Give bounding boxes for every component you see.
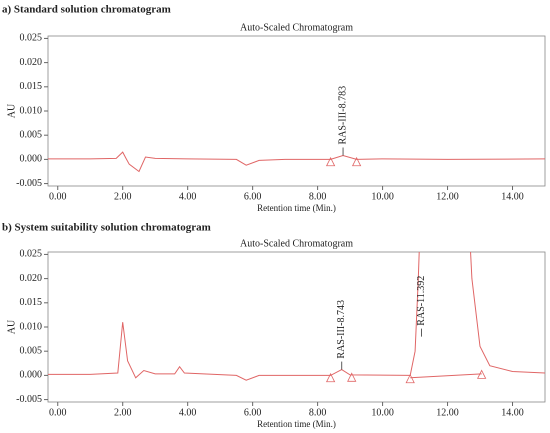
plot-frame [47,35,546,187]
plot-area [48,252,545,381]
trace-line [48,252,545,381]
x-tick-label: 10.00 [371,407,394,418]
x-tick-label: 8.00 [309,191,327,202]
chart-subtitle: Auto-Scaled Chromatogram [240,22,353,33]
chart-panel: b) System suitability solution chromatog… [2,222,546,429]
y-axis-label: AU [6,103,17,118]
y-tick-label: 0.010 [20,321,43,332]
x-tick-label: 2.00 [114,191,132,202]
y-tick-label: 0.010 [20,105,43,116]
x-tick-label: 6.00 [244,191,262,202]
peak-label: RAS-III-8.743 [336,300,347,359]
x-tick-label: 12.00 [436,191,459,202]
y-tick-label: -0.005 [16,178,42,189]
peak-marker [325,156,336,167]
x-axis-label: Retention time (Min.) [257,203,336,213]
y-tick-label: 0.015 [20,297,43,308]
x-axis-label: Retention time (Min.) [257,419,336,429]
x-tick-label: 4.00 [179,191,197,202]
y-tick-label: 0.000 [20,370,43,381]
peak-marker [347,372,357,382]
x-tick-label: 14.00 [501,407,524,418]
chart-title: b) System suitability solution chromatog… [2,222,211,234]
peak-label: RAS-III-8.783 [337,86,348,145]
x-tick-label: 14.00 [501,191,524,202]
y-tick-label: 0.015 [20,81,43,92]
y-tick-label: 0.020 [20,57,43,68]
x-tick-label: 6.00 [244,407,262,418]
peak-marker [325,372,336,383]
y-tick-label: 0.005 [20,129,43,140]
chart-panel: a) Standard solution chromatogram Auto-Sc… [2,4,546,213]
plot-area [48,151,545,173]
x-tick-label: 4.00 [179,407,197,418]
x-tick-label: 0.00 [49,407,67,418]
y-tick-label: 0.020 [20,273,43,284]
y-tick-label: 0.000 [20,154,43,165]
y-tick-label: 0.005 [20,345,43,356]
chart-title: a) Standard solution chromatogram [2,4,171,16]
y-tick-label: 0.025 [20,249,43,260]
x-tick-label: 8.00 [309,407,327,418]
trace-line [48,151,545,173]
x-tick-label: 12.00 [436,407,459,418]
peak-label: RAS-11.392 [416,276,427,326]
trace-line [410,373,482,379]
peak-marker [477,369,487,379]
x-tick-label: 0.00 [49,191,67,202]
x-tick-label: 2.00 [114,407,132,418]
y-tick-label: -0.005 [16,394,42,405]
y-axis-label: AU [6,319,17,334]
peak-marker [351,156,362,167]
chart-subtitle: Auto-Scaled Chromatogram [240,238,353,249]
x-tick-label: 10.00 [371,191,394,202]
y-tick-label: 0.025 [20,33,43,44]
peak-marker [405,373,415,384]
